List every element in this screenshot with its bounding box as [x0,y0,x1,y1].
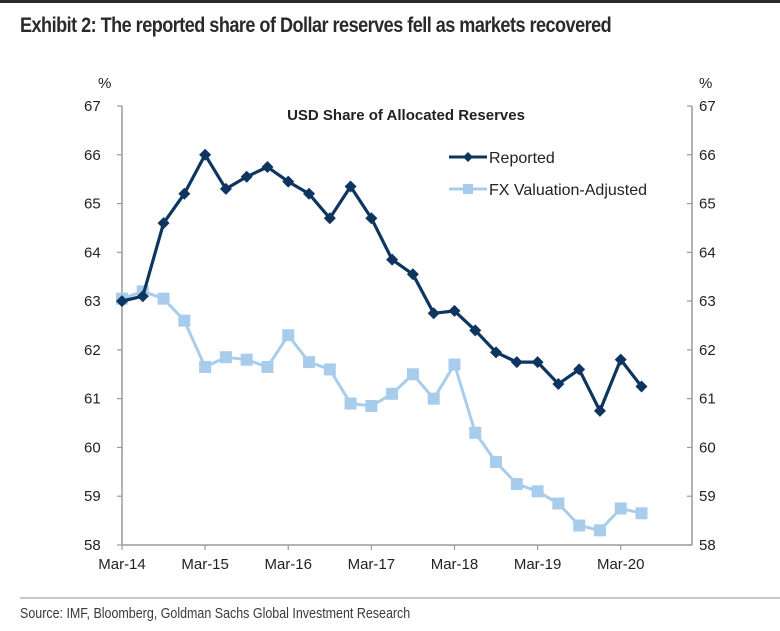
data-point [136,290,149,303]
data-point [199,148,212,161]
legend-item-fx-valuation-adjusted: FX Valuation-Adjusted [449,182,647,199]
data-point [510,356,523,369]
legend: Reported FX Valuation-Adjusted [449,150,647,199]
data-point [282,329,295,342]
data-point [614,502,627,515]
data-point [593,524,606,537]
source-note: Source: IMF, Bloomberg, Goldman Sachs Gl… [20,606,411,622]
y-tick-label-right: 58 [699,537,716,554]
data-point [240,353,253,366]
data-point [635,380,648,393]
data-point [219,351,232,364]
source-divider [20,597,780,599]
x-tick-label: Mar-18 [431,556,479,573]
exhibit-title: Exhibit 2: The reported share of Dollar … [20,14,612,37]
data-point [157,292,170,305]
data-point [344,180,357,193]
data-point [531,356,544,369]
data-point [614,353,627,366]
data-point [427,392,440,405]
axes: % % 58 58 59 59 60 60 61 61 62 62 63 63 64 64 65 65 66 66 67… [84,75,716,573]
data-point [282,175,295,188]
y-tick-label-right: 60 [699,439,716,456]
data-point [406,268,419,281]
data-point [490,346,503,359]
data-point [427,307,440,320]
y-tick-label-left: 60 [84,439,101,456]
y-tick-label-left: 66 [84,147,101,164]
data-point [199,360,212,373]
y-tick-label-right: 63 [699,293,716,310]
y-tick-label-left: 61 [84,391,101,408]
series-fx-valuation-adjusted [116,285,648,537]
y-tick-label-right: 61 [699,391,716,408]
legend-label: Reported [489,150,555,167]
data-point [323,212,336,225]
data-point [261,360,274,373]
data-point [323,363,336,376]
legend-label: FX Valuation-Adjusted [489,182,647,199]
data-point [344,397,357,410]
x-tick-label: Mar-14 [98,556,146,573]
series-line [121,153,643,413]
chart-title: USD Share of Allocated Reserves [287,107,525,124]
y-tick-label-right: 65 [699,196,716,213]
legend-item-reported: Reported [449,150,555,167]
series-layer [116,148,648,537]
data-point [406,368,419,381]
data-point [178,314,191,327]
x-tick-label: Mar-17 [348,556,396,573]
y-tick-label-left: 62 [84,342,101,359]
data-point [510,478,523,491]
y-tick-label-left: 64 [84,244,101,261]
data-point [157,217,170,230]
data-point [386,387,399,400]
data-point [469,426,482,439]
data-point [531,485,544,498]
series-line [121,289,642,532]
data-point [573,519,586,532]
y-tick-label-left: 67 [84,98,101,115]
y-tick-label-right: 66 [699,147,716,164]
y-tick-label-left: 63 [84,293,101,310]
data-point [573,363,586,376]
legend-marker [463,152,473,162]
data-point [552,378,565,391]
legend-marker [463,184,473,194]
data-point [469,324,482,337]
y-tick-label-right: 67 [699,98,716,115]
data-point [365,399,378,412]
y-tick-label-right: 59 [699,488,716,505]
x-tick-label: Mar-20 [597,556,645,573]
x-tick-label: Mar-19 [514,556,562,573]
y-tick-label-right: 62 [699,342,716,359]
y-unit-left: % [98,75,111,92]
data-point [261,160,274,173]
data-point [365,212,378,225]
y-tick-label-left: 65 [84,196,101,213]
data-point [552,497,565,510]
data-point [240,170,253,183]
y-tick-label-left: 58 [84,537,101,554]
y-unit-right: % [699,75,712,92]
data-point [303,356,316,369]
x-tick-label: Mar-16 [264,556,312,573]
data-point [303,187,316,200]
data-point [178,187,191,200]
x-tick-label: Mar-15 [181,556,229,573]
data-point [490,456,503,469]
series-reported [116,148,648,417]
data-point [219,182,232,195]
data-point [448,304,461,317]
data-point [116,295,128,308]
y-tick-label-right: 64 [699,244,716,261]
data-point [448,358,461,371]
top-rule [0,0,780,3]
data-point [386,253,399,266]
y-tick-label-left: 59 [84,488,101,505]
data-point [635,507,648,520]
data-point [593,404,606,417]
